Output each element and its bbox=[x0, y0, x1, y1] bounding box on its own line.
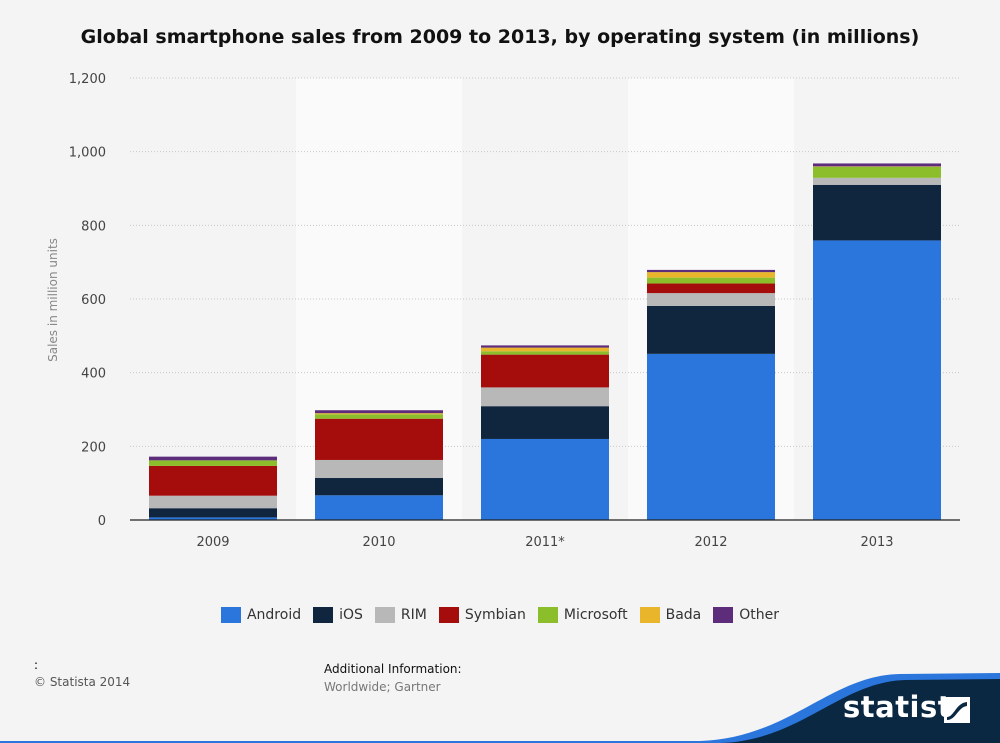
x-tick-label: 2010 bbox=[362, 535, 395, 550]
legend-swatch bbox=[374, 607, 395, 623]
additional-info-text: Worldwide; Gartner bbox=[324, 680, 441, 694]
legend-swatch bbox=[713, 607, 734, 623]
legend-item-microsoft[interactable]: Microsoft bbox=[537, 607, 628, 623]
bar-segment-rim-2011[interactable] bbox=[481, 387, 609, 407]
footer-colon: : bbox=[34, 658, 39, 672]
bar-segment-microsoft-2010[interactable] bbox=[315, 414, 443, 419]
y-axis-label: Sales in million units bbox=[46, 238, 60, 362]
legend-label: Microsoft bbox=[563, 607, 628, 623]
bar-segment-android-2009[interactable] bbox=[149, 517, 277, 520]
bar-segment-microsoft-2012[interactable] bbox=[647, 277, 775, 284]
brand-wave-dark bbox=[0, 679, 1000, 743]
legend-item-ios[interactable]: iOS bbox=[313, 607, 363, 623]
legend-item-android[interactable]: Android bbox=[220, 607, 302, 623]
legend-label: RIM bbox=[400, 607, 427, 623]
bar-segment-ios-2010[interactable] bbox=[315, 478, 443, 496]
bar-segment-other-2010[interactable] bbox=[315, 410, 443, 414]
legend-label: Other bbox=[739, 607, 780, 623]
statista-logo-icon[interactable] bbox=[944, 697, 970, 723]
y-tick-label: 400 bbox=[81, 367, 106, 382]
y-tick-label: 1,000 bbox=[69, 146, 106, 161]
bar-segment-bada-2010[interactable] bbox=[315, 413, 443, 415]
legend-label: Symbian bbox=[464, 607, 526, 623]
bar-segment-microsoft-2013[interactable] bbox=[813, 166, 941, 178]
legend-swatch bbox=[639, 607, 660, 623]
legend: Android iOS RIM Symbian Microsoft Bada Other bbox=[0, 607, 1000, 623]
y-tick-label: 0 bbox=[98, 514, 106, 529]
bar-segment-microsoft-2009[interactable] bbox=[149, 460, 277, 466]
bar-segment-android-2011[interactable] bbox=[481, 438, 609, 520]
bar-segment-rim-2012[interactable] bbox=[647, 293, 775, 306]
bar-segment-bada-2011[interactable] bbox=[481, 347, 609, 352]
additional-information: Additional Information: Worldwide; Gartn… bbox=[324, 660, 462, 696]
y-tick-label: 1,200 bbox=[69, 72, 106, 87]
bar-segment-microsoft-2011[interactable] bbox=[481, 351, 609, 355]
bar-segment-ios-2012[interactable] bbox=[647, 305, 775, 354]
legend-swatch bbox=[220, 607, 241, 623]
bar-segment-symbian-2010[interactable] bbox=[315, 418, 443, 460]
bar-segment-rim-2013[interactable] bbox=[813, 177, 941, 185]
legend-swatch bbox=[438, 607, 459, 623]
x-tick-label: 2013 bbox=[860, 535, 893, 550]
copyright-text[interactable]: © Statista 2014 bbox=[34, 675, 131, 689]
bar-segment-android-2013[interactable] bbox=[813, 240, 941, 520]
legend-label: Bada bbox=[665, 607, 702, 623]
legend-label: Android bbox=[246, 607, 302, 623]
bar-segment-other-2009[interactable] bbox=[149, 456, 277, 461]
bar-segment-android-2012[interactable] bbox=[647, 353, 775, 520]
x-tick-label: 2012 bbox=[694, 535, 727, 550]
bar-segment-other-2012[interactable] bbox=[647, 269, 775, 273]
additional-info-heading[interactable]: Additional Information: bbox=[324, 662, 462, 676]
legend-item-symbian[interactable]: Symbian bbox=[438, 607, 526, 623]
legend-item-rim[interactable]: RIM bbox=[374, 607, 427, 623]
bar-segment-symbian-2009[interactable] bbox=[149, 465, 277, 496]
bar-segment-ios-2009[interactable] bbox=[149, 508, 277, 518]
chart-plot: 0 200 400 600 800 1,000 1,200 2009 2010 2011* 201… bbox=[46, 72, 960, 550]
legend-item-bada[interactable]: Bada bbox=[639, 607, 702, 623]
legend-swatch bbox=[537, 607, 558, 623]
bar-segment-ios-2013[interactable] bbox=[813, 184, 941, 241]
bar-segment-symbian-2011[interactable] bbox=[481, 354, 609, 388]
legend-swatch bbox=[313, 607, 334, 623]
bar-segment-other-2013[interactable] bbox=[813, 163, 941, 167]
y-tick-label: 800 bbox=[81, 219, 106, 234]
y-tick-label: 600 bbox=[81, 293, 106, 308]
x-tick-label: 2009 bbox=[196, 535, 229, 550]
y-tick-label: 200 bbox=[81, 440, 106, 455]
bar-segment-symbian-2012[interactable] bbox=[647, 283, 775, 294]
bar-segment-rim-2010[interactable] bbox=[315, 459, 443, 479]
x-tick-label: 2011* bbox=[525, 535, 565, 550]
bar-segment-ios-2011[interactable] bbox=[481, 406, 609, 439]
chart-title: Global smartphone sales from 2009 to 201… bbox=[80, 26, 920, 48]
statista-brand-banner bbox=[0, 673, 1000, 743]
bar-segment-android-2010[interactable] bbox=[315, 495, 443, 520]
bar-segment-other-2011[interactable] bbox=[481, 345, 609, 348]
legend-label: iOS bbox=[339, 607, 363, 623]
bar-segment-bada-2012[interactable] bbox=[647, 272, 775, 278]
legend-item-other[interactable]: Other bbox=[713, 607, 779, 623]
bar-segment-rim-2009[interactable] bbox=[149, 495, 277, 509]
footer-source: : © Statista 2014 bbox=[34, 657, 130, 691]
